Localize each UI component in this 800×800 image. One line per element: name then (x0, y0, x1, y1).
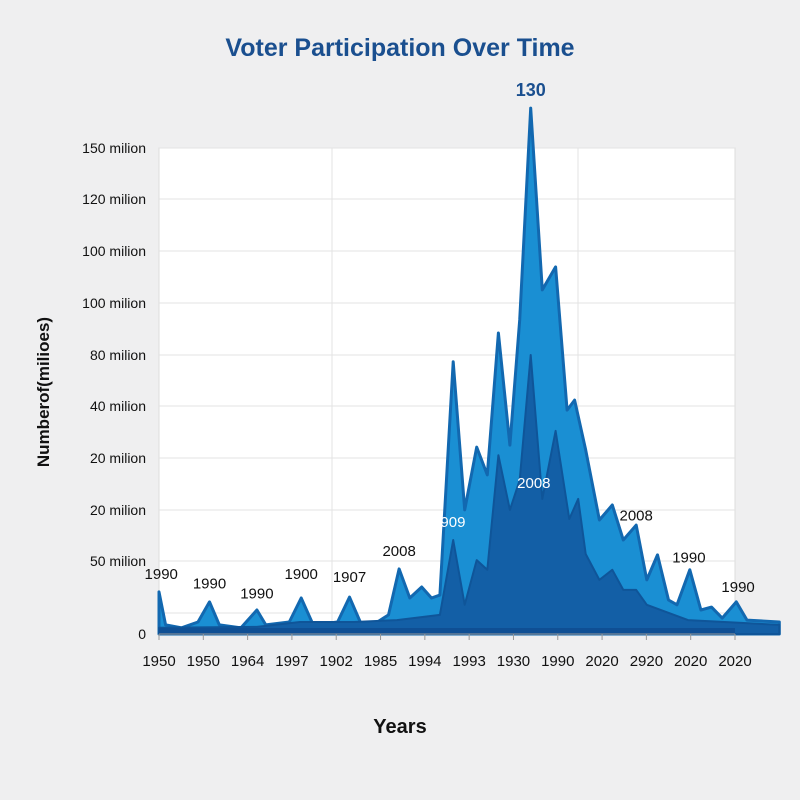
x-tick-label: 1985 (364, 653, 397, 670)
y-tick-label: 0 (138, 626, 146, 642)
area-base (159, 628, 735, 634)
x-tick-label: 1997 (275, 653, 308, 670)
x-axis-label: Years (373, 716, 427, 738)
area-series-inner (158, 354, 781, 635)
x-tick-label: 2920 (630, 653, 663, 670)
y-tick-label: 50 milion (90, 553, 146, 569)
data-label: 1900 (285, 566, 318, 583)
y-tick-label: 120 milion (82, 191, 146, 207)
data-label: 2008 (620, 508, 653, 525)
data-label: 1990 (145, 566, 178, 583)
data-label: 1990 (721, 579, 754, 596)
data-label: 1990 (672, 550, 705, 567)
x-tick-label: 1990 (541, 653, 574, 670)
x-tick-label: 1964 (231, 653, 264, 670)
x-tick-label: 2020 (585, 653, 618, 670)
x-tick-label: 1902 (320, 653, 353, 670)
y-tick-label: 20 milion (90, 450, 146, 466)
x-tick-label: 1950 (142, 653, 175, 670)
x-tick-label: 1993 (452, 653, 485, 670)
x-tick-label: 2020 (718, 653, 751, 670)
data-label: 2008 (517, 475, 550, 492)
x-tick-label: 1950 (187, 653, 220, 670)
y-tick-label: 100 milion (82, 243, 146, 259)
data-label: 1907 (333, 569, 366, 586)
data-label: 1990 (193, 576, 226, 593)
chart-title: Voter Participation Over Time (225, 34, 575, 62)
data-label: 130 (516, 80, 546, 100)
area-series-outer (157, 106, 781, 636)
y-tick-label: 100 milion (82, 295, 146, 311)
y-tick-label: 20 milion (90, 502, 146, 518)
y-tick-label: 40 milion (90, 398, 146, 414)
data-label: 1990 (240, 585, 273, 602)
data-label: 2008 (382, 543, 415, 560)
x-tick-label: 1994 (408, 653, 441, 670)
x-tick-label: 1930 (497, 653, 530, 670)
y-tick-label: 80 milion (90, 347, 146, 363)
y-tick-label: 150 milion (82, 140, 146, 156)
data-label: 1909 (432, 514, 465, 531)
x-tick-label: 2020 (674, 653, 707, 670)
